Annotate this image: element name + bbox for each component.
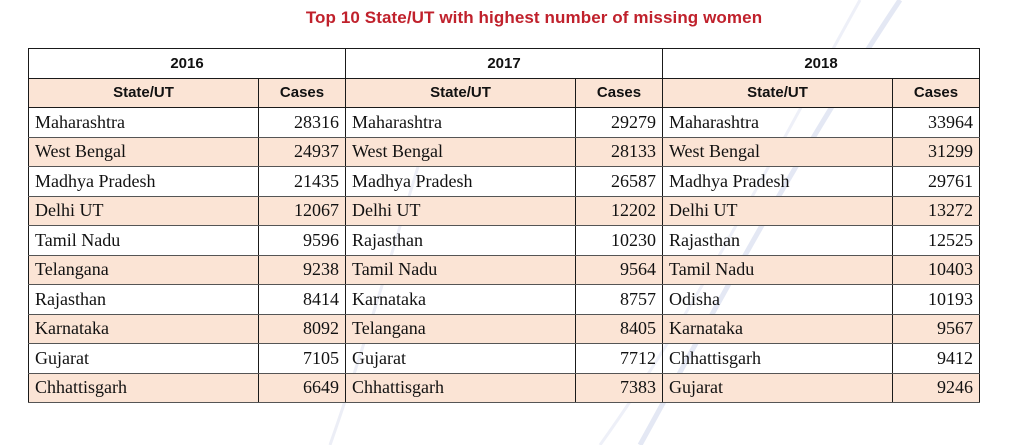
table-row: Chhattisgarh 6649 Chhattisgarh 7383 Gujarat 9…: [28, 372, 980, 403]
state-cell: Rajasthan: [28, 284, 259, 315]
table-row: Karnataka 8092 Telangana 8405 Karnataka 9567: [28, 313, 980, 344]
year-header-row: 2016 2017 2018: [28, 48, 980, 79]
column-header-row: State/UT Cases State/UT Cases State/UT C…: [28, 77, 980, 108]
state-cell: Maharashtra: [662, 107, 893, 138]
table-row: Tamil Nadu 9596 Rajasthan 10230 Rajasthan 125…: [28, 225, 980, 256]
state-cell: Maharashtra: [28, 107, 259, 138]
cases-cell: 9412: [892, 343, 980, 374]
cases-column-header: Cases: [575, 77, 663, 108]
cases-cell: 9567: [892, 313, 980, 344]
table-row: West Bengal 24937 West Bengal 28133 West Ben…: [28, 136, 980, 167]
state-cell: West Bengal: [345, 136, 576, 167]
state-cell: Delhi UT: [28, 195, 259, 226]
state-cell: Gujarat: [345, 343, 576, 374]
cases-cell: 7712: [575, 343, 663, 374]
state-cell: Karnataka: [345, 284, 576, 315]
state-cell: Gujarat: [662, 372, 893, 403]
state-cell: Maharashtra: [345, 107, 576, 138]
table-row: Rajasthan 8414 Karnataka 8757 Odisha 10193: [28, 284, 980, 315]
cases-cell: 7105: [258, 343, 346, 374]
state-cell: Chhattisgarh: [662, 343, 893, 374]
state-cell: Chhattisgarh: [28, 372, 259, 403]
cases-cell: 10193: [892, 284, 980, 315]
state-cell: Karnataka: [28, 313, 259, 344]
state-column-header: State/UT: [345, 77, 576, 108]
cases-cell: 7383: [575, 372, 663, 403]
table-row: Telangana 9238 Tamil Nadu 9564 Tamil Nadu 104…: [28, 254, 980, 285]
cases-cell: 33964: [892, 107, 980, 138]
state-cell: Karnataka: [662, 313, 893, 344]
state-cell: Chhattisgarh: [345, 372, 576, 403]
cases-cell: 9564: [575, 254, 663, 285]
state-cell: Gujarat: [28, 343, 259, 374]
state-cell: Madhya Pradesh: [345, 166, 576, 197]
cases-cell: 26587: [575, 166, 663, 197]
cases-cell: 29761: [892, 166, 980, 197]
table-row: Gujarat 7105 Gujarat 7712 Chhattisgarh 9412: [28, 343, 980, 374]
year-header-2016: 2016: [28, 48, 346, 79]
cases-column-header: Cases: [258, 77, 346, 108]
cases-cell: 12202: [575, 195, 663, 226]
table-row: Maharashtra 28316 Maharashtra 29279 Maharash…: [28, 107, 980, 138]
cases-cell: 8405: [575, 313, 663, 344]
table-row: Delhi UT 12067 Delhi UT 12202 Delhi UT 13272: [28, 195, 980, 226]
cases-cell: 8414: [258, 284, 346, 315]
year-header-2018: 2018: [662, 48, 980, 79]
page-title: Top 10 State/UT with highest number of m…: [305, 8, 763, 27]
state-column-header: State/UT: [28, 77, 259, 108]
table-row: Madhya Pradesh 21435 Madhya Pradesh 26587 Ma…: [28, 166, 980, 197]
cases-cell: 12525: [892, 225, 980, 256]
cases-cell: 13272: [892, 195, 980, 226]
year-header-2017: 2017: [345, 48, 663, 79]
cases-cell: 6649: [258, 372, 346, 403]
cases-column-header: Cases: [892, 77, 980, 108]
state-cell: West Bengal: [662, 136, 893, 167]
state-cell: Rajasthan: [345, 225, 576, 256]
state-cell: Telangana: [28, 254, 259, 285]
cases-cell: 8757: [575, 284, 663, 315]
state-cell: Tamil Nadu: [662, 254, 893, 285]
cases-cell: 12067: [258, 195, 346, 226]
table-body: Maharashtra 28316 Maharashtra 29279 Maharash…: [28, 107, 980, 403]
cases-cell: 9238: [258, 254, 346, 285]
cases-cell: 10230: [575, 225, 663, 256]
state-cell: Odisha: [662, 284, 893, 315]
state-cell: Madhya Pradesh: [28, 166, 259, 197]
state-cell: Delhi UT: [345, 195, 576, 226]
cases-cell: 21435: [258, 166, 346, 197]
state-cell: Rajasthan: [662, 225, 893, 256]
state-cell: Delhi UT: [662, 195, 893, 226]
cases-cell: 8092: [258, 313, 346, 344]
cases-cell: 9596: [258, 225, 346, 256]
cases-cell: 24937: [258, 136, 346, 167]
cases-cell: 28316: [258, 107, 346, 138]
cases-cell: 10403: [892, 254, 980, 285]
state-cell: Tamil Nadu: [28, 225, 259, 256]
cases-cell: 29279: [575, 107, 663, 138]
state-cell: Madhya Pradesh: [662, 166, 893, 197]
state-cell: Tamil Nadu: [345, 254, 576, 285]
cases-cell: 28133: [575, 136, 663, 167]
missing-women-table: 2016 2017 2018 State/UT Cases State/UT C…: [28, 48, 980, 403]
state-cell: Telangana: [345, 313, 576, 344]
cases-cell: 9246: [892, 372, 980, 403]
state-cell: West Bengal: [28, 136, 259, 167]
cases-cell: 31299: [892, 136, 980, 167]
state-column-header: State/UT: [662, 77, 893, 108]
